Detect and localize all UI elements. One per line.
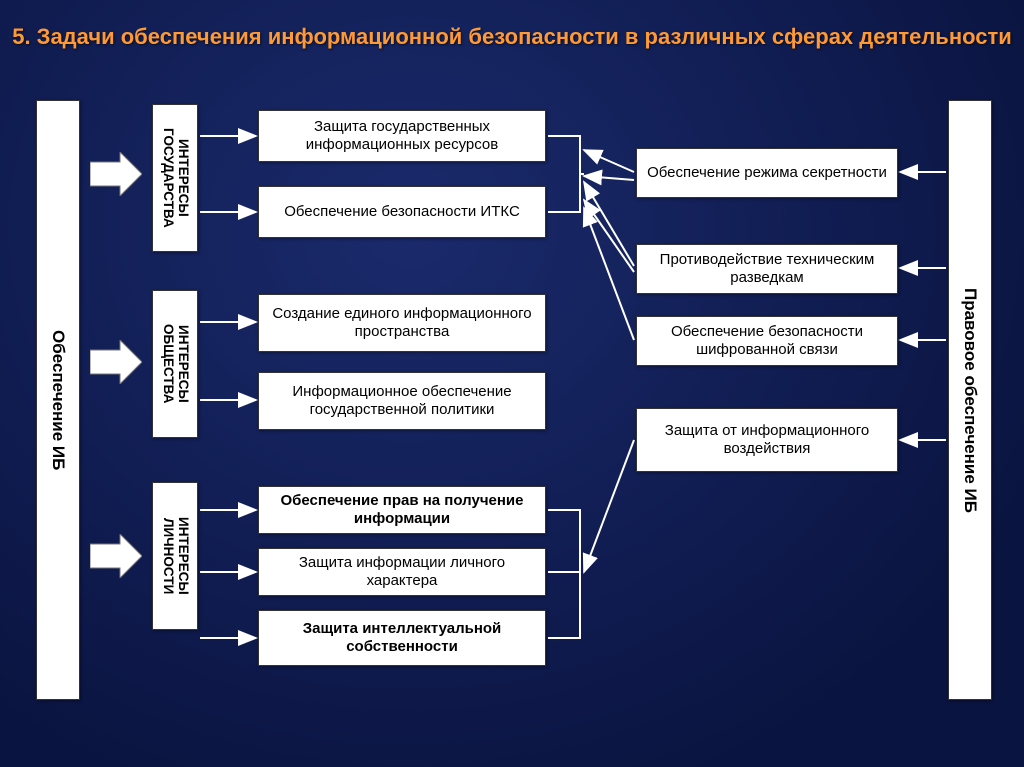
box-int_person: ИНТЕРЕСЫ ЛИЧНОСТИ bbox=[152, 482, 198, 630]
box-mid2: Обеспечение безопасности ИТКС bbox=[258, 186, 546, 238]
big-arrow bbox=[90, 534, 142, 578]
box-r1: Обеспечение режима секретности bbox=[636, 148, 898, 198]
box-int_society: ИНТЕРЕСЫ ОБЩЕСТВА bbox=[152, 290, 198, 438]
box-int_state: ИНТЕРЕСЫ ГОСУДАРСТВА bbox=[152, 104, 198, 252]
box-mid3: Создание единого информационного простра… bbox=[258, 294, 546, 352]
box-mid6: Защита информации личного характера bbox=[258, 548, 546, 596]
box-mid5: Обеспечение прав на получение информации bbox=[258, 486, 546, 534]
box-left_main: Обеспечение ИБ bbox=[36, 100, 80, 700]
box-mid7: Защита интеллектуальной собственности bbox=[258, 610, 546, 666]
box-right_main: Правовое обеспечение ИБ bbox=[948, 100, 992, 700]
box-r3: Обеспечение безопасности шифрованной свя… bbox=[636, 316, 898, 366]
box-mid1: Защита государственных информационных ре… bbox=[258, 110, 546, 162]
page-title: 5. Задачи обеспечения информационной без… bbox=[0, 22, 1024, 52]
big-arrow bbox=[90, 152, 142, 196]
box-r4: Защита от информационного воздействия bbox=[636, 408, 898, 472]
box-mid4: Информационное обеспечение государственн… bbox=[258, 372, 546, 430]
box-r2: Противодействие техническим разведкам bbox=[636, 244, 898, 294]
big-arrow bbox=[90, 340, 142, 384]
